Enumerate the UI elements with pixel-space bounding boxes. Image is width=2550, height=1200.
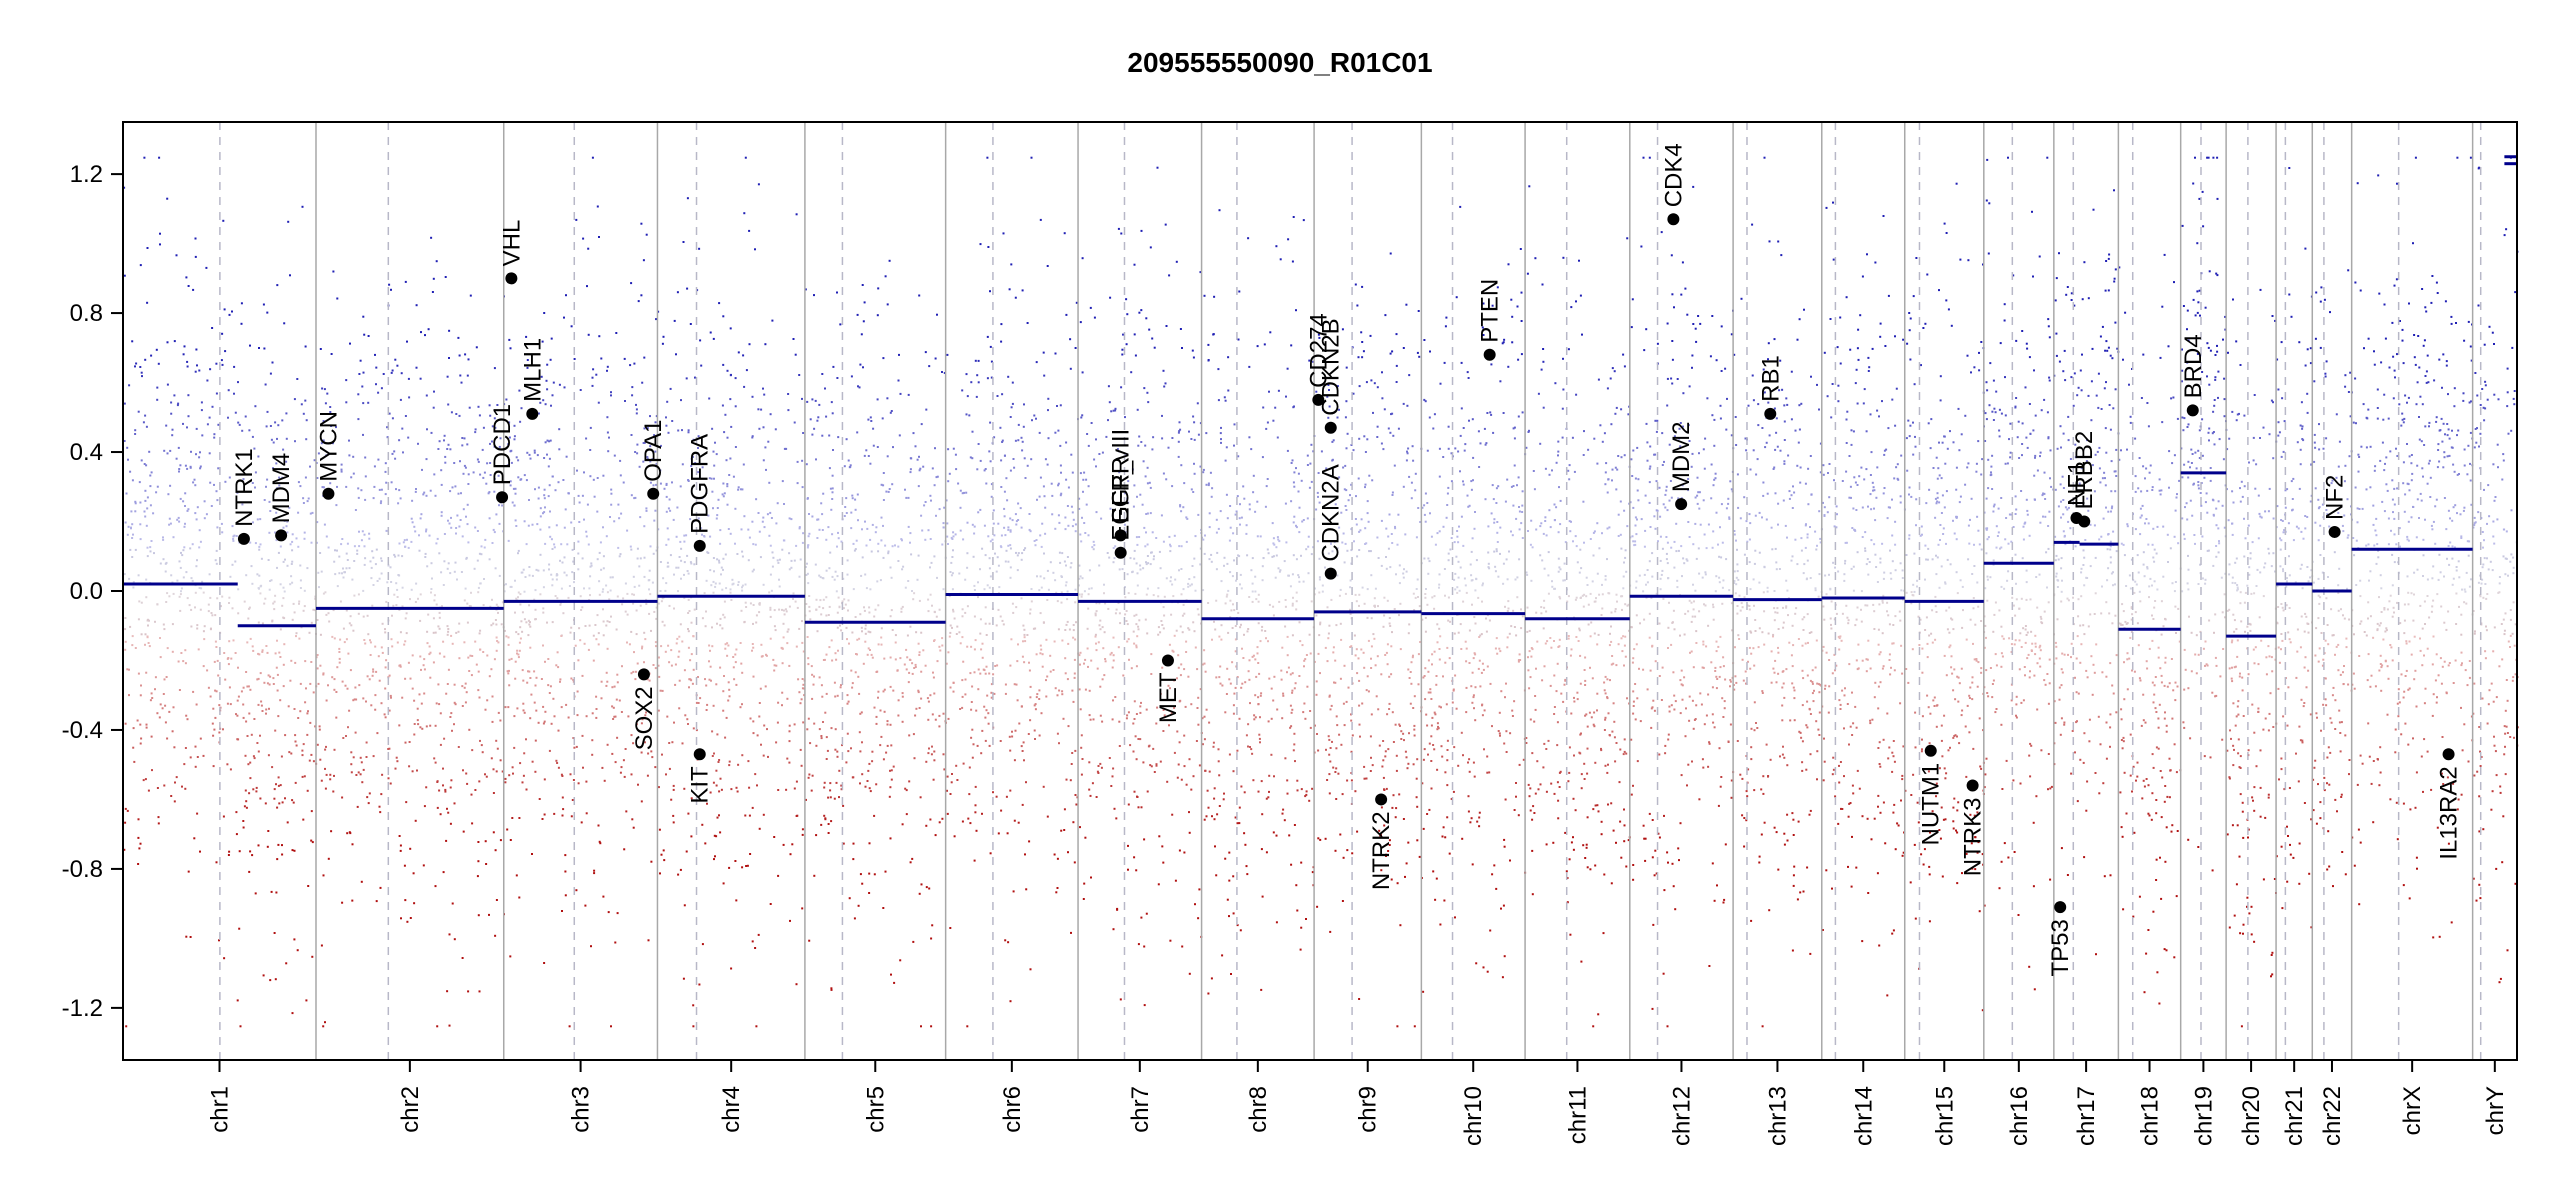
gene-label-ntrk3: NTRK3 — [1960, 798, 1987, 877]
y-tick-label: -1.2 — [62, 995, 103, 1022]
y-tick-label: 0.0 — [70, 578, 103, 605]
gene-label-opa1: OPA1 — [640, 419, 667, 481]
gene-marker-cdk4 — [1667, 213, 1680, 226]
x-axis: chr1 chr2 chr3 chr4 chr5 chr6 chr7 chr8 chr9 chr1… — [206, 1059, 2509, 1146]
gene-label-tp53: TP53 — [2047, 919, 2074, 976]
gene-label-rb1: RB1 — [1757, 355, 1784, 402]
gene-label-cdkn2a: CDKN2A — [1318, 464, 1345, 561]
y-tick-label: 1.2 — [70, 161, 103, 188]
gene-marker-pdcd1 — [496, 491, 509, 504]
x-tick-label-chr15: chr15 — [1931, 1086, 1958, 1146]
x-tick-label-chr17: chr17 — [2073, 1086, 2100, 1146]
gene-marker-erbb2 — [2078, 515, 2091, 528]
gene-label-sox2: SOX2 — [631, 686, 658, 750]
gene-marker-mdm2 — [1675, 498, 1688, 511]
gene-marker-opa1 — [647, 487, 660, 500]
gene-label-cd274: CD274 — [1305, 313, 1332, 388]
x-tick-label-chr22: chr22 — [2319, 1086, 2346, 1146]
segment-lines — [123, 155, 2517, 638]
gene-label-brd4: BRD4 — [2180, 334, 2207, 398]
gene-label-pdgfra: PDGFRA — [687, 434, 714, 534]
gene-label-pten: PTEN — [1477, 279, 1504, 343]
gene-label-mlh1: MLH1 — [519, 338, 546, 402]
gene-marker-egfr — [1114, 529, 1127, 542]
x-tick-label-chr6: chr6 — [999, 1086, 1026, 1133]
x-tick-label-chr19: chr19 — [2190, 1086, 2217, 1146]
gene-label-nf2: NF2 — [2322, 475, 2349, 520]
gene-marker-brd4 — [2186, 404, 2199, 417]
y-tick-label: 0.4 — [70, 439, 103, 466]
x-tick-label-chrX: chrX — [2399, 1086, 2426, 1135]
x-tick-label-chr4: chr4 — [718, 1086, 745, 1133]
gene-label-ntrk2: NTRK2 — [1368, 811, 1395, 890]
gene-marker-kit — [693, 748, 706, 761]
gene-label-egfr_viii: EGFR_vIII — [1108, 429, 1135, 541]
gene-marker-mlh1 — [526, 407, 539, 420]
y-tick-label: -0.4 — [62, 717, 103, 744]
gene-label-egfr: EGFR — [1108, 457, 1135, 524]
chromosome-dividers — [219, 122, 2482, 1060]
gene-marker-vhl — [505, 272, 518, 285]
gene-label-mdm2: MDM2 — [1668, 421, 1695, 492]
chart-title: 209555550090_R01C01 — [1127, 47, 1432, 78]
gene-marker-cdkn2a — [1324, 567, 1337, 580]
gene-label-cdk4: CDK4 — [1660, 143, 1687, 207]
gene-marker-pdgfra — [693, 539, 706, 552]
gene-marker-met — [1161, 654, 1174, 667]
gene-marker-nutm1 — [1924, 744, 1937, 757]
gene-label-pdcd1: PDCD1 — [489, 404, 516, 485]
gene-label-kit: KIT — [687, 766, 714, 804]
x-tick-label-chr1: chr1 — [206, 1086, 233, 1133]
x-tick-label-chr10: chr10 — [1460, 1086, 1487, 1146]
x-tick-label-chr16: chr16 — [2006, 1086, 2033, 1146]
gene-marker-mycn — [322, 487, 335, 500]
x-tick-label-chr14: chr14 — [1850, 1086, 1877, 1146]
gene-marker-egfr_viii — [1114, 546, 1127, 559]
gene-marker-nf2 — [2328, 525, 2341, 538]
probe-dots — [123, 156, 2519, 1028]
gene-label-ntrk1: NTRK1 — [231, 448, 258, 527]
gene-markers: NTRK1 MDM4 MYCN PDCD1 VHL MLH1 SOX2 OPA1 PDGFRA K… — [231, 143, 2463, 976]
x-tick-label-chr9: chr9 — [1355, 1086, 1382, 1133]
gene-marker-tp53 — [2054, 901, 2067, 914]
y-tick-label: 0.8 — [70, 300, 103, 327]
x-tick-label-chr2: chr2 — [397, 1086, 424, 1133]
gene-label-il13ra2: IL13RA2 — [2436, 766, 2463, 859]
x-tick-label-chr21: chr21 — [2281, 1086, 2308, 1146]
gene-label-vhl: VHL — [498, 220, 525, 267]
x-tick-label-chr11: chr11 — [1564, 1086, 1591, 1144]
x-tick-label-chr20: chr20 — [2238, 1086, 2265, 1146]
gene-marker-il13ra2 — [2442, 748, 2455, 761]
x-tick-label-chr8: chr8 — [1245, 1086, 1272, 1133]
gene-marker-pten — [1483, 348, 1496, 361]
gene-marker-ntrk1 — [237, 532, 250, 545]
y-tick-label: -0.8 — [62, 856, 103, 883]
gene-marker-ntrk3 — [1966, 779, 1979, 792]
gene-marker-mdm4 — [275, 529, 288, 542]
gene-label-nutm1: NUTM1 — [1918, 763, 1945, 846]
x-tick-label-chr12: chr12 — [1668, 1086, 1695, 1146]
x-tick-label-chr13: chr13 — [1764, 1086, 1791, 1146]
y-axis: -1.2 -0.8 -0.4 0.0 0.4 0.8 1.2 — [62, 161, 124, 1022]
gene-marker-sox2 — [637, 668, 650, 681]
gene-marker-ntrk2 — [1375, 793, 1388, 806]
gene-label-mdm4: MDM4 — [268, 453, 295, 524]
gene-marker-cd274 — [1312, 393, 1325, 406]
gene-marker-cdkn2b — [1324, 421, 1337, 434]
x-tick-label-chrY: chrY — [2482, 1086, 2509, 1135]
gene-label-met: MET — [1155, 672, 1182, 723]
x-tick-label-chr3: chr3 — [568, 1086, 595, 1133]
x-tick-label-chr7: chr7 — [1127, 1086, 1154, 1133]
x-tick-label-chr5: chr5 — [862, 1086, 889, 1133]
plot-frame — [122, 121, 2518, 1061]
gene-label-nf1: NF1 — [2063, 461, 2090, 506]
gene-label-erbb2: ERBB2 — [2071, 431, 2098, 510]
x-tick-label-chr18: chr18 — [2137, 1086, 2164, 1146]
gene-label-mycn: MYCN — [315, 411, 342, 482]
gene-marker-rb1 — [1764, 407, 1777, 420]
